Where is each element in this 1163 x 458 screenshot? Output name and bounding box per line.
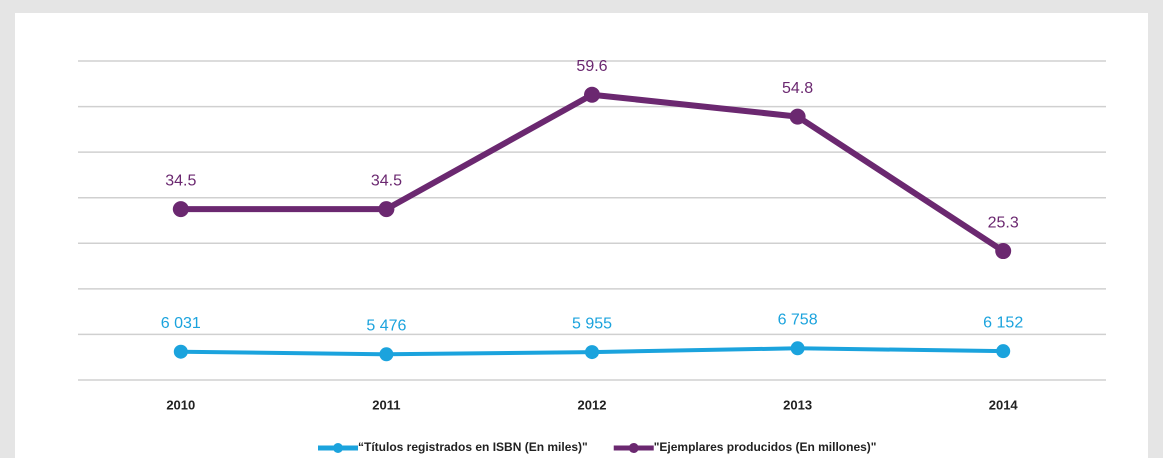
data-label: 34.5 — [371, 172, 402, 189]
legend-label: “Títulos registrados en ISBN (En miles)" — [358, 440, 588, 454]
x-tick-label: 2013 — [783, 397, 812, 412]
card — [15, 13, 1148, 458]
data-label: 5 955 — [572, 315, 612, 332]
point — [995, 243, 1012, 260]
point — [584, 86, 600, 103]
data-label: 6 031 — [161, 315, 201, 332]
data-label: 34.5 — [165, 172, 196, 189]
legend-marker — [628, 443, 639, 453]
x-tick-label: 2011 — [372, 397, 400, 412]
data-label: 54.8 — [782, 80, 813, 97]
data-label: 59.6 — [576, 58, 607, 75]
data-label: 5 476 — [366, 318, 406, 335]
data-label: 25.3 — [988, 214, 1019, 231]
data-label: 6 152 — [983, 314, 1023, 331]
point — [172, 201, 189, 218]
point — [378, 201, 395, 218]
x-tick-label: 2012 — [578, 397, 607, 412]
x-tick-label: 2010 — [166, 397, 195, 412]
data-label: 6 758 — [778, 312, 818, 329]
legend-marker — [333, 443, 343, 453]
point — [790, 341, 805, 356]
point — [789, 108, 806, 125]
legend-label: "Ejemplares producidos (En millones)" — [654, 440, 877, 454]
point — [173, 344, 188, 359]
point — [379, 347, 394, 362]
point — [585, 345, 599, 360]
point — [996, 344, 1011, 359]
x-tick-label: 2014 — [989, 397, 1019, 412]
